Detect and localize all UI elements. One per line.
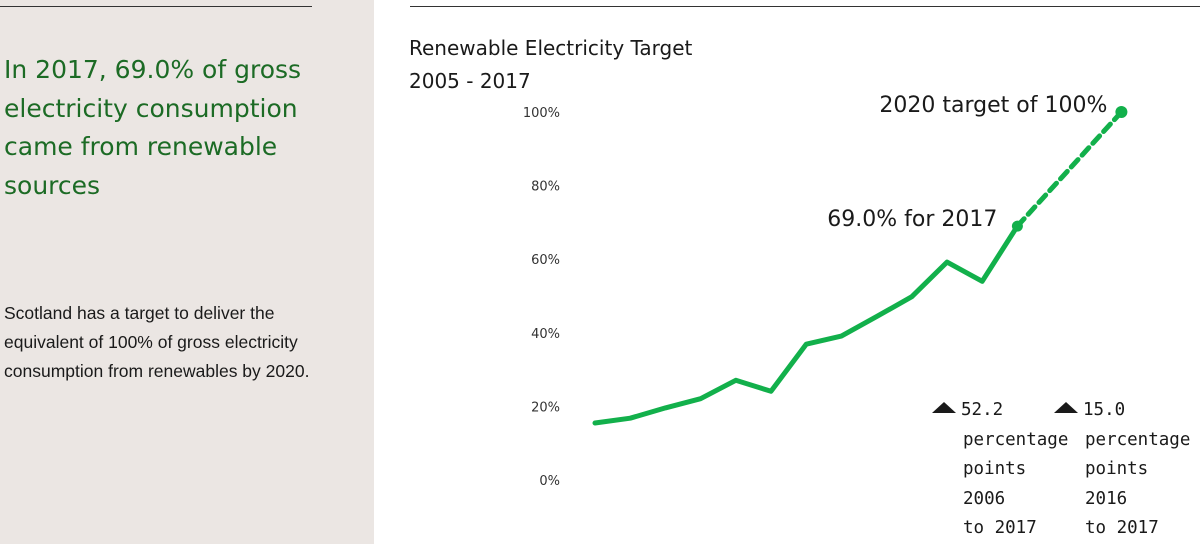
sidebar-body-text: Scotland has a target to deliver the equ…: [4, 303, 310, 381]
stat-change-2006-2017: 52.2 percentage points 2006 to 2017: [932, 396, 1068, 544]
sidebar-panel: In 2017, 69.0% of gross electricity cons…: [0, 0, 374, 544]
y-tick-label: 0%: [539, 474, 560, 489]
triangle-up-icon: [1054, 402, 1078, 413]
chart-subtitle: 2005 - 2017: [409, 69, 531, 93]
data-point-2017: [1011, 220, 1023, 232]
annotation-2017: 69.0% for 2017: [827, 207, 997, 232]
stat-line: to 2017: [963, 518, 1037, 538]
y-tick-label: 60%: [531, 253, 560, 268]
data-point-2020-target: [1115, 106, 1128, 118]
stat-line: percentage: [1085, 429, 1191, 450]
stat-line: points: [963, 459, 1027, 479]
stat-line: points: [1085, 459, 1149, 479]
stat-line: percentage: [963, 429, 1069, 450]
series-line-target: [1014, 109, 1124, 229]
main-divider: [410, 6, 1200, 7]
stat-line: 2016: [1085, 488, 1128, 509]
stat-value-line: 52.2: [932, 396, 1068, 426]
headline: In 2017, 69.0% of gross electricity cons…: [4, 55, 302, 200]
stat-line: 2006: [963, 488, 1006, 509]
y-tick-label: 80%: [531, 180, 560, 195]
y-tick-label: 20%: [531, 400, 560, 415]
annotation-2020-target: 2020 target of 100%: [879, 93, 1107, 118]
chart-title: Renewable Electricity Target 2005 - 2017: [409, 32, 692, 98]
chart-title-line: Renewable Electricity Target: [409, 36, 693, 60]
sidebar-divider: [0, 6, 312, 7]
y-tick-label: 40%: [531, 327, 560, 342]
stat-change-2016-2017: 15.0 percentage points 2016 to 2017: [1054, 396, 1190, 544]
series-line-actual: [592, 223, 1020, 426]
stat-line: to 2017: [1085, 518, 1159, 538]
y-tick-label: 100%: [523, 106, 560, 121]
stat-value-line: 15.0: [1054, 396, 1190, 426]
triangle-up-icon: [932, 402, 956, 413]
stat-value: 15.0: [1083, 400, 1126, 420]
stat-value: 52.2: [961, 400, 1004, 420]
